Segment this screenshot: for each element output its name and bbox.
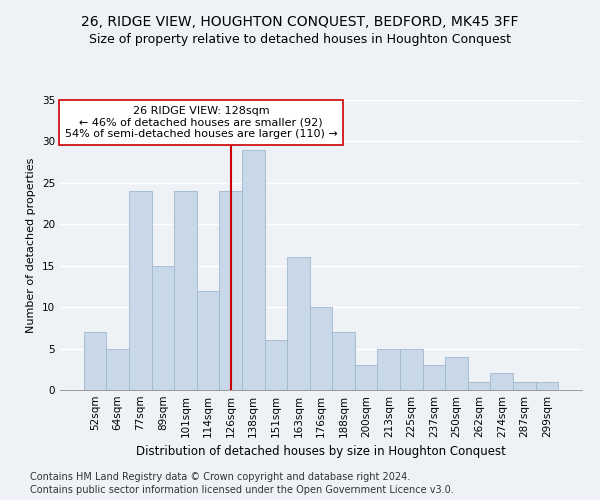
Bar <box>84 332 106 390</box>
Text: 26 RIDGE VIEW: 128sqm
← 46% of detached houses are smaller (92)
54% of semi-deta: 26 RIDGE VIEW: 128sqm ← 46% of detached … <box>65 106 337 139</box>
Text: Contains public sector information licensed under the Open Government Licence v3: Contains public sector information licen… <box>30 485 454 495</box>
Bar <box>152 266 174 390</box>
Bar <box>220 191 242 390</box>
Bar <box>197 290 220 390</box>
Bar <box>174 191 197 390</box>
Text: 26, RIDGE VIEW, HOUGHTON CONQUEST, BEDFORD, MK45 3FF: 26, RIDGE VIEW, HOUGHTON CONQUEST, BEDFO… <box>81 15 519 29</box>
Bar <box>242 150 265 390</box>
Bar <box>129 191 152 390</box>
Bar <box>468 382 490 390</box>
Bar <box>287 258 310 390</box>
Bar <box>536 382 558 390</box>
Text: Size of property relative to detached houses in Houghton Conquest: Size of property relative to detached ho… <box>89 32 511 46</box>
Bar <box>332 332 355 390</box>
Bar <box>265 340 287 390</box>
X-axis label: Distribution of detached houses by size in Houghton Conquest: Distribution of detached houses by size … <box>136 446 506 458</box>
Bar <box>445 357 468 390</box>
Bar <box>377 348 400 390</box>
Bar <box>106 348 129 390</box>
Bar <box>490 374 513 390</box>
Bar <box>310 307 332 390</box>
Bar <box>400 348 422 390</box>
Bar <box>513 382 536 390</box>
Text: Contains HM Land Registry data © Crown copyright and database right 2024.: Contains HM Land Registry data © Crown c… <box>30 472 410 482</box>
Bar <box>355 365 377 390</box>
Y-axis label: Number of detached properties: Number of detached properties <box>26 158 37 332</box>
Bar <box>422 365 445 390</box>
